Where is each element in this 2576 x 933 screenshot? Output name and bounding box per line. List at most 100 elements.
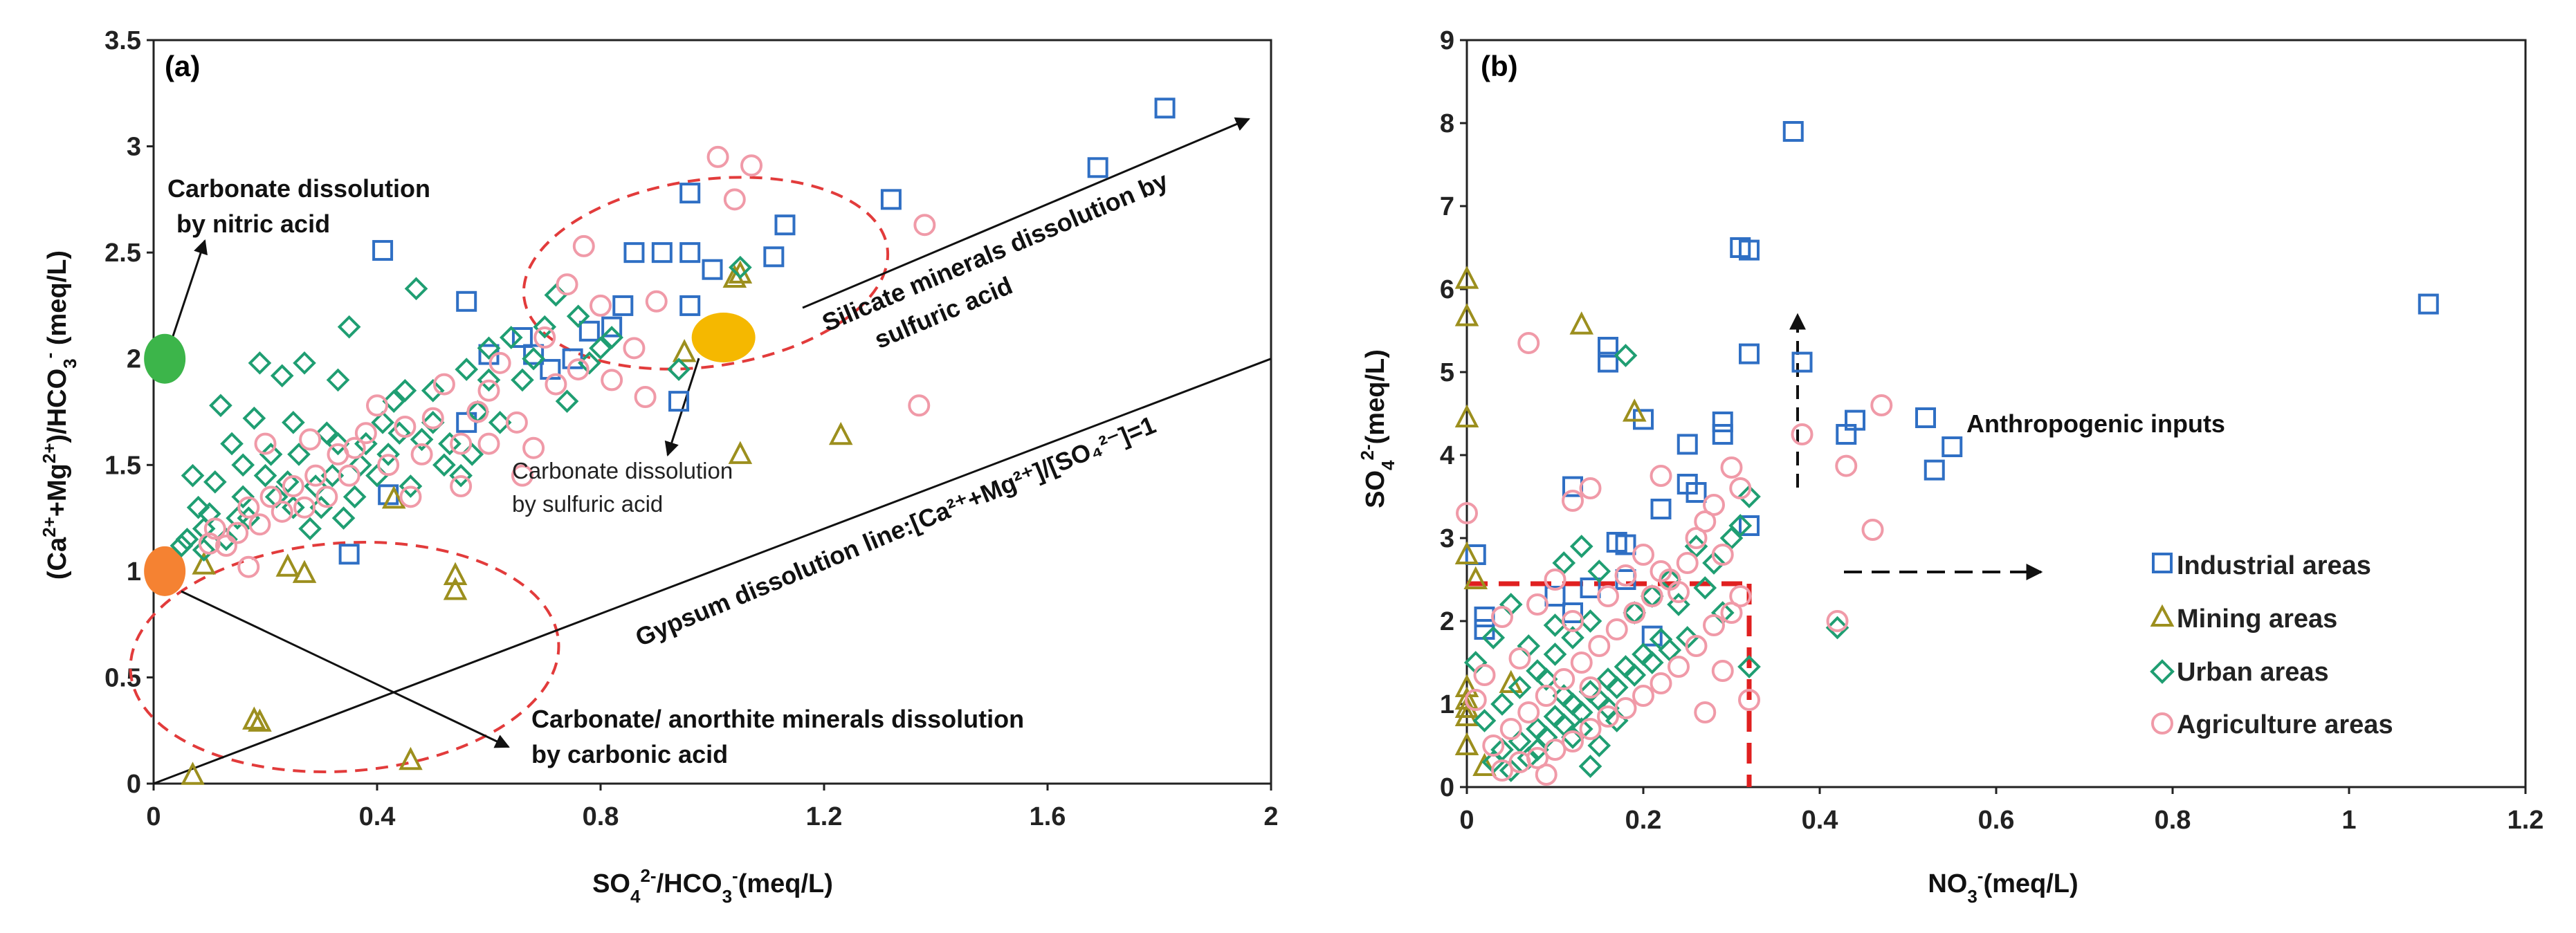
panel-b-urban-point <box>1693 576 1717 600</box>
panel-b-urban-point <box>1737 655 1761 678</box>
panel-b-urban-point <box>1719 526 1744 550</box>
panel-a-industrial-point <box>668 391 690 412</box>
panel-a-agriculture-point <box>421 407 444 429</box>
panel-b-urban-point <box>1578 609 1602 633</box>
panel-b-urban-point <box>1825 616 1849 640</box>
panel-a-industrial-point <box>540 359 561 380</box>
panel-a-urban-point <box>387 421 412 445</box>
panel-a-urban-point <box>264 485 289 509</box>
panel-a-urban-point <box>298 517 322 541</box>
panel-b-agriculture-point <box>1562 730 1584 752</box>
panel-b-series-mining <box>1454 266 1647 776</box>
y-tick-label: 3 <box>1440 524 1454 553</box>
panel-a-agriculture-point <box>450 475 473 497</box>
y-tick-label: 1 <box>127 557 141 586</box>
panel-a-agriculture-point <box>511 464 533 487</box>
panel-a-nitric-arrow <box>170 239 208 341</box>
yellow-end-member-dot <box>691 313 756 362</box>
panel-a-urban-point <box>410 427 434 452</box>
panel-a-mining-point <box>399 746 423 770</box>
circle-marker-icon <box>2151 712 2173 735</box>
panel-a-carbonic-ellipse <box>129 540 560 774</box>
panel-b-urban-point <box>1684 535 1708 558</box>
panel-b-industrial-point <box>1915 407 1936 428</box>
panel-b-agriculture-point <box>1526 593 1549 616</box>
panel-a-silicate-arrow <box>802 117 1250 309</box>
x-tick-label: 0.4 <box>1802 806 1838 835</box>
panel-a-agriculture-point <box>343 436 366 459</box>
panel-a-urban-point <box>499 326 523 349</box>
panel-b-mining-point <box>1454 732 1479 755</box>
panel-a-agriculture-point <box>522 436 545 459</box>
panel-b-industrial-point <box>1544 586 1566 607</box>
panel-a-end-members <box>144 313 756 596</box>
panel-a-urban-point <box>511 368 534 392</box>
panel-a-urban-point <box>282 411 305 434</box>
square-marker-icon <box>2152 553 2173 573</box>
x-tick-label: 1.6 <box>1030 802 1066 831</box>
y-tick-label: 2.5 <box>104 239 141 268</box>
panel-a-urban-point <box>282 495 305 519</box>
y-tick-label: 2 <box>127 345 141 374</box>
panel-a-agriculture-point <box>601 369 623 391</box>
panel-b-label: (b) <box>1481 50 1518 82</box>
panel-b-urban-point <box>1667 593 1690 616</box>
panel-b-urban-point <box>1578 755 1602 778</box>
panel-a-agriculture-point <box>214 535 237 557</box>
panel-b-agriculture-point <box>1499 718 1522 740</box>
panel-b-industrial-point <box>1598 351 1618 373</box>
panel-a-agriculture-point <box>304 464 327 487</box>
panel-b-agriculture-point <box>1588 635 1611 657</box>
panel-b-agriculture-point <box>1791 423 1814 445</box>
panel-a-urban-point <box>170 534 194 557</box>
panel-a-label: (a) <box>165 50 200 82</box>
panel-a-agriculture-point <box>377 454 400 477</box>
panel-b-agriculture-point <box>1703 494 1725 516</box>
panel-b-chart: (b) 0 1 2 3 4 5 6 7 8 9 0 0.2 0.4 0.6 0.8 1 1.2 SO42-(m… <box>1357 26 2543 907</box>
panel-a-chart: (a) 0 0.5 1 1.5 2 2.5 3 3.5 0 0.4 0.8 1.2 1.6 2 (Ca2… <box>39 26 1279 907</box>
panel-b-agriculture-point <box>1685 527 1708 549</box>
x-tick-label: 0.2 <box>1625 806 1662 835</box>
panel-b-agriculture-point <box>1729 477 1752 499</box>
panel-a-agriculture-point <box>354 422 377 445</box>
panel-b-industrial-point <box>1739 515 1760 536</box>
panel-a-mining-point <box>728 441 753 464</box>
panel-a-urban-point <box>533 315 557 339</box>
panel-b-industrial-point <box>1580 578 1601 598</box>
panel-b-y-ticks: 0 1 2 3 4 5 6 7 8 9 <box>1440 26 1467 802</box>
panel-a-agriculture-point <box>913 214 936 237</box>
panel-b-agriculture-point <box>1861 519 1884 541</box>
panel-b-agriculture-point <box>1720 602 1743 624</box>
panel-b-x-axis-label: NO3-(meq/L) <box>1928 865 2078 907</box>
x-tick-label: 0.8 <box>583 802 619 831</box>
panel-b-agriculture-point <box>1668 656 1690 678</box>
x-tick-label: 0.4 <box>359 802 396 831</box>
panel-b-agriculture-point <box>1570 652 1593 674</box>
panel-a-urban-point <box>220 432 244 456</box>
panel-a-agriculture-point <box>237 496 260 519</box>
y-tick-label: 5 <box>1440 358 1454 387</box>
panel-b-urban-point <box>1552 551 1576 575</box>
panel-a-agriculture-point <box>477 432 500 455</box>
panel-b-industrial-point <box>1641 625 1663 647</box>
panel-a-urban-point <box>192 517 216 541</box>
panel-b-mining-point <box>1463 566 1488 589</box>
panel-a-urban-point <box>331 506 356 530</box>
panel-b-industrial-point <box>1686 482 1707 503</box>
panel-b-industrial-point <box>1712 424 1733 445</box>
panel-b-urban-point <box>1596 696 1620 720</box>
x-tick-label: 1 <box>2341 806 2356 835</box>
panel-a-industrial-point <box>651 242 673 264</box>
panel-a-urban-point <box>315 421 339 445</box>
panel-a-industrial-point <box>679 295 701 316</box>
panel-a-urban-point <box>421 411 445 434</box>
panel-a-agriculture-point <box>740 154 763 177</box>
panel-a-industrial-point <box>679 242 701 264</box>
panel-b-agriculture-point <box>1703 614 1725 636</box>
panel-a-urban-point <box>600 326 623 349</box>
panel-b-agriculture-point <box>1694 510 1717 533</box>
panel-a-agriculture-point <box>505 411 528 434</box>
y-tick-label: 4 <box>1440 441 1454 470</box>
panel-b-urban-point <box>1508 676 1532 699</box>
panel-a-agriculture-point <box>706 145 729 168</box>
